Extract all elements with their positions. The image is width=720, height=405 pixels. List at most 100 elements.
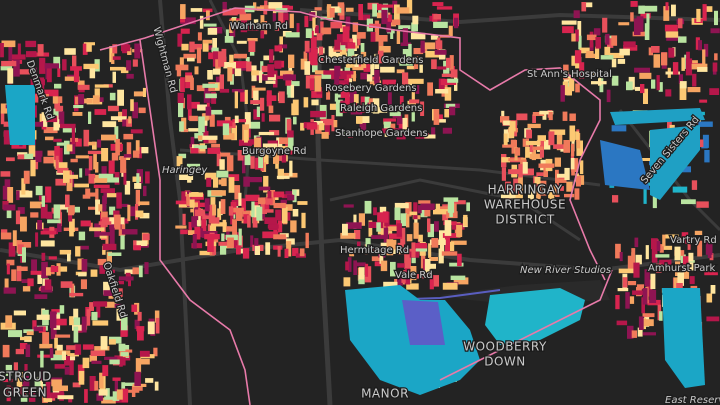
building bbox=[630, 1, 638, 7]
building bbox=[287, 85, 294, 98]
large-buildings bbox=[5, 85, 705, 395]
building bbox=[238, 192, 242, 206]
building bbox=[371, 107, 388, 113]
building bbox=[698, 40, 702, 51]
building bbox=[433, 21, 448, 28]
building bbox=[293, 116, 297, 125]
building bbox=[635, 254, 642, 265]
building bbox=[75, 138, 82, 147]
building bbox=[315, 124, 322, 134]
building bbox=[668, 47, 675, 58]
building bbox=[238, 228, 242, 246]
building bbox=[675, 261, 681, 276]
building bbox=[234, 68, 242, 77]
building bbox=[269, 49, 274, 63]
building bbox=[415, 85, 420, 94]
building bbox=[85, 188, 91, 196]
building bbox=[103, 290, 119, 296]
road bbox=[329, 178, 581, 242]
building bbox=[188, 230, 199, 235]
building bbox=[429, 275, 434, 290]
building bbox=[418, 234, 423, 242]
building bbox=[312, 17, 316, 28]
building bbox=[574, 50, 582, 64]
building bbox=[42, 386, 48, 403]
building bbox=[42, 332, 50, 348]
building bbox=[349, 105, 366, 111]
building bbox=[136, 240, 148, 246]
building bbox=[593, 28, 601, 36]
building bbox=[642, 332, 656, 336]
building bbox=[600, 55, 614, 60]
building bbox=[642, 313, 655, 318]
building bbox=[656, 75, 660, 91]
building bbox=[234, 115, 239, 123]
building bbox=[561, 20, 577, 25]
street-label: Amhurst Park bbox=[648, 263, 715, 274]
building bbox=[414, 215, 418, 226]
building bbox=[19, 69, 34, 75]
building bbox=[243, 214, 249, 224]
building bbox=[424, 259, 431, 276]
building bbox=[645, 245, 649, 260]
building bbox=[279, 137, 289, 144]
building bbox=[575, 83, 580, 93]
building bbox=[43, 115, 48, 127]
building bbox=[360, 72, 369, 80]
building bbox=[81, 98, 93, 104]
building bbox=[178, 203, 192, 208]
building bbox=[629, 296, 635, 304]
building bbox=[710, 28, 720, 34]
building bbox=[349, 87, 357, 103]
building bbox=[334, 93, 339, 102]
building bbox=[278, 44, 288, 49]
building bbox=[31, 150, 43, 157]
building bbox=[334, 65, 341, 77]
building bbox=[154, 310, 160, 323]
building bbox=[121, 44, 131, 52]
building bbox=[96, 232, 112, 236]
building bbox=[15, 348, 24, 355]
building bbox=[681, 57, 685, 71]
building bbox=[108, 160, 115, 174]
building bbox=[370, 32, 376, 42]
building bbox=[108, 252, 122, 256]
building bbox=[138, 107, 146, 114]
building bbox=[560, 85, 565, 102]
building bbox=[340, 232, 356, 239]
building bbox=[380, 66, 395, 73]
building bbox=[433, 109, 440, 125]
building bbox=[303, 97, 309, 108]
building bbox=[701, 140, 708, 149]
building bbox=[82, 357, 90, 369]
building bbox=[14, 372, 23, 378]
building bbox=[438, 248, 444, 264]
building bbox=[346, 222, 362, 229]
building bbox=[553, 184, 557, 196]
building bbox=[691, 180, 698, 190]
building bbox=[261, 162, 267, 172]
building bbox=[98, 221, 112, 225]
building bbox=[319, 123, 325, 131]
building bbox=[247, 38, 258, 42]
building bbox=[95, 188, 99, 203]
building bbox=[41, 261, 48, 278]
building bbox=[522, 161, 528, 174]
building bbox=[304, 61, 311, 75]
building bbox=[232, 210, 236, 219]
building bbox=[132, 385, 143, 391]
building bbox=[652, 191, 657, 209]
building bbox=[321, 74, 335, 79]
building bbox=[359, 116, 367, 132]
building bbox=[339, 42, 347, 59]
building bbox=[99, 265, 106, 274]
building bbox=[413, 48, 424, 55]
building bbox=[262, 231, 279, 239]
building bbox=[88, 155, 93, 171]
building bbox=[441, 73, 456, 77]
building bbox=[194, 209, 206, 217]
building bbox=[114, 303, 124, 308]
building bbox=[292, 209, 299, 217]
building bbox=[98, 389, 108, 396]
building bbox=[417, 205, 422, 214]
